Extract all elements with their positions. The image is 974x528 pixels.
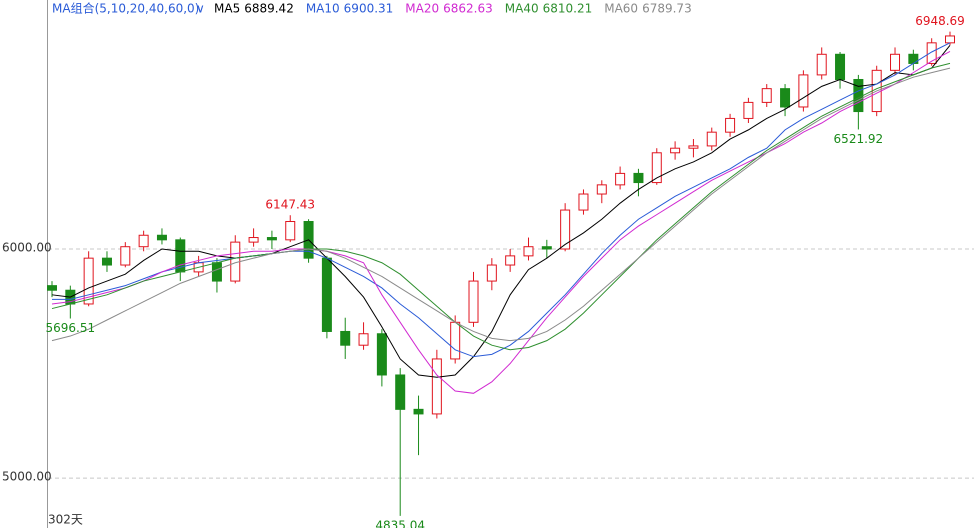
legend: MA组合(5,10,20,40,60,0) ∨ MA5 6889.42 MA10 690…	[52, 1, 692, 16]
candle-body	[596, 184, 607, 195]
ma-line	[51, 44, 951, 378]
ma-line	[52, 42, 951, 358]
legend-name: MA20	[405, 2, 439, 16]
candle-body	[835, 53, 846, 80]
candle-body	[688, 145, 699, 149]
candle-body	[486, 264, 497, 282]
candle-body	[248, 237, 259, 243]
candle-body	[853, 78, 864, 113]
candle-body	[395, 374, 406, 410]
candle-body	[101, 257, 112, 266]
legend-value: 6810.21	[543, 2, 593, 16]
legend-name: MA40	[505, 2, 539, 16]
candle-body	[266, 237, 277, 241]
period-label: 302天	[48, 513, 83, 527]
candle-body	[926, 42, 937, 64]
candle-body	[780, 88, 791, 108]
indicator-label: MA组合(5,10,20,40,60,0)	[52, 1, 199, 16]
legend-value: 6789.73	[642, 2, 692, 16]
ma-line	[51, 67, 951, 342]
candle-body	[321, 257, 332, 332]
extreme-label: 4835.04	[375, 518, 425, 528]
candle-body	[138, 234, 149, 248]
candle-body	[120, 246, 131, 266]
candle-body	[743, 101, 754, 119]
candle-body	[211, 262, 222, 282]
legend-name: MA60	[604, 2, 638, 16]
candle-body	[761, 88, 772, 103]
candle-body	[431, 358, 442, 415]
candle-body	[633, 172, 644, 184]
candle-body	[541, 246, 552, 250]
candle-body	[358, 333, 369, 346]
extreme-label: 6948.69	[915, 14, 965, 28]
y-tick-label: 5000.00	[2, 470, 52, 484]
extreme-label: 6521.92	[834, 132, 884, 146]
candle-body	[725, 117, 736, 133]
candle-body	[945, 35, 955, 44]
candle-body	[670, 147, 681, 154]
candle-body	[560, 209, 571, 250]
candle-body	[798, 74, 809, 108]
legend-value: 6862.63	[443, 2, 493, 16]
candle-body	[706, 131, 717, 147]
legend-name: MA10	[306, 2, 340, 16]
candle-body	[47, 285, 57, 291]
y-tick-label: 6000.00	[2, 240, 52, 254]
candle-body	[285, 221, 296, 241]
candle-body	[890, 53, 901, 71]
legend-name: MA5	[214, 2, 240, 16]
candle-body	[468, 280, 479, 323]
candle-body	[505, 255, 516, 266]
candle-body	[523, 246, 534, 257]
candle-body	[651, 152, 662, 184]
legend-value: 6900.31	[344, 2, 394, 16]
extreme-label: 5696.51	[46, 321, 96, 335]
candle-body	[615, 172, 626, 186]
candle-body	[816, 53, 827, 76]
ma-line	[51, 62, 951, 351]
ma-line	[51, 50, 951, 394]
candle-body	[450, 321, 461, 360]
extreme-label: 6147.43	[265, 198, 315, 212]
legend-value: 6889.42	[244, 2, 294, 16]
candle-body	[83, 257, 94, 305]
dropdown-arrow: ∨	[196, 2, 205, 16]
candle-body	[578, 193, 589, 211]
candle-body	[376, 333, 387, 376]
candle-body	[908, 53, 919, 64]
candle-body	[413, 408, 424, 415]
candle-body	[340, 330, 351, 346]
candle-body	[156, 234, 167, 241]
